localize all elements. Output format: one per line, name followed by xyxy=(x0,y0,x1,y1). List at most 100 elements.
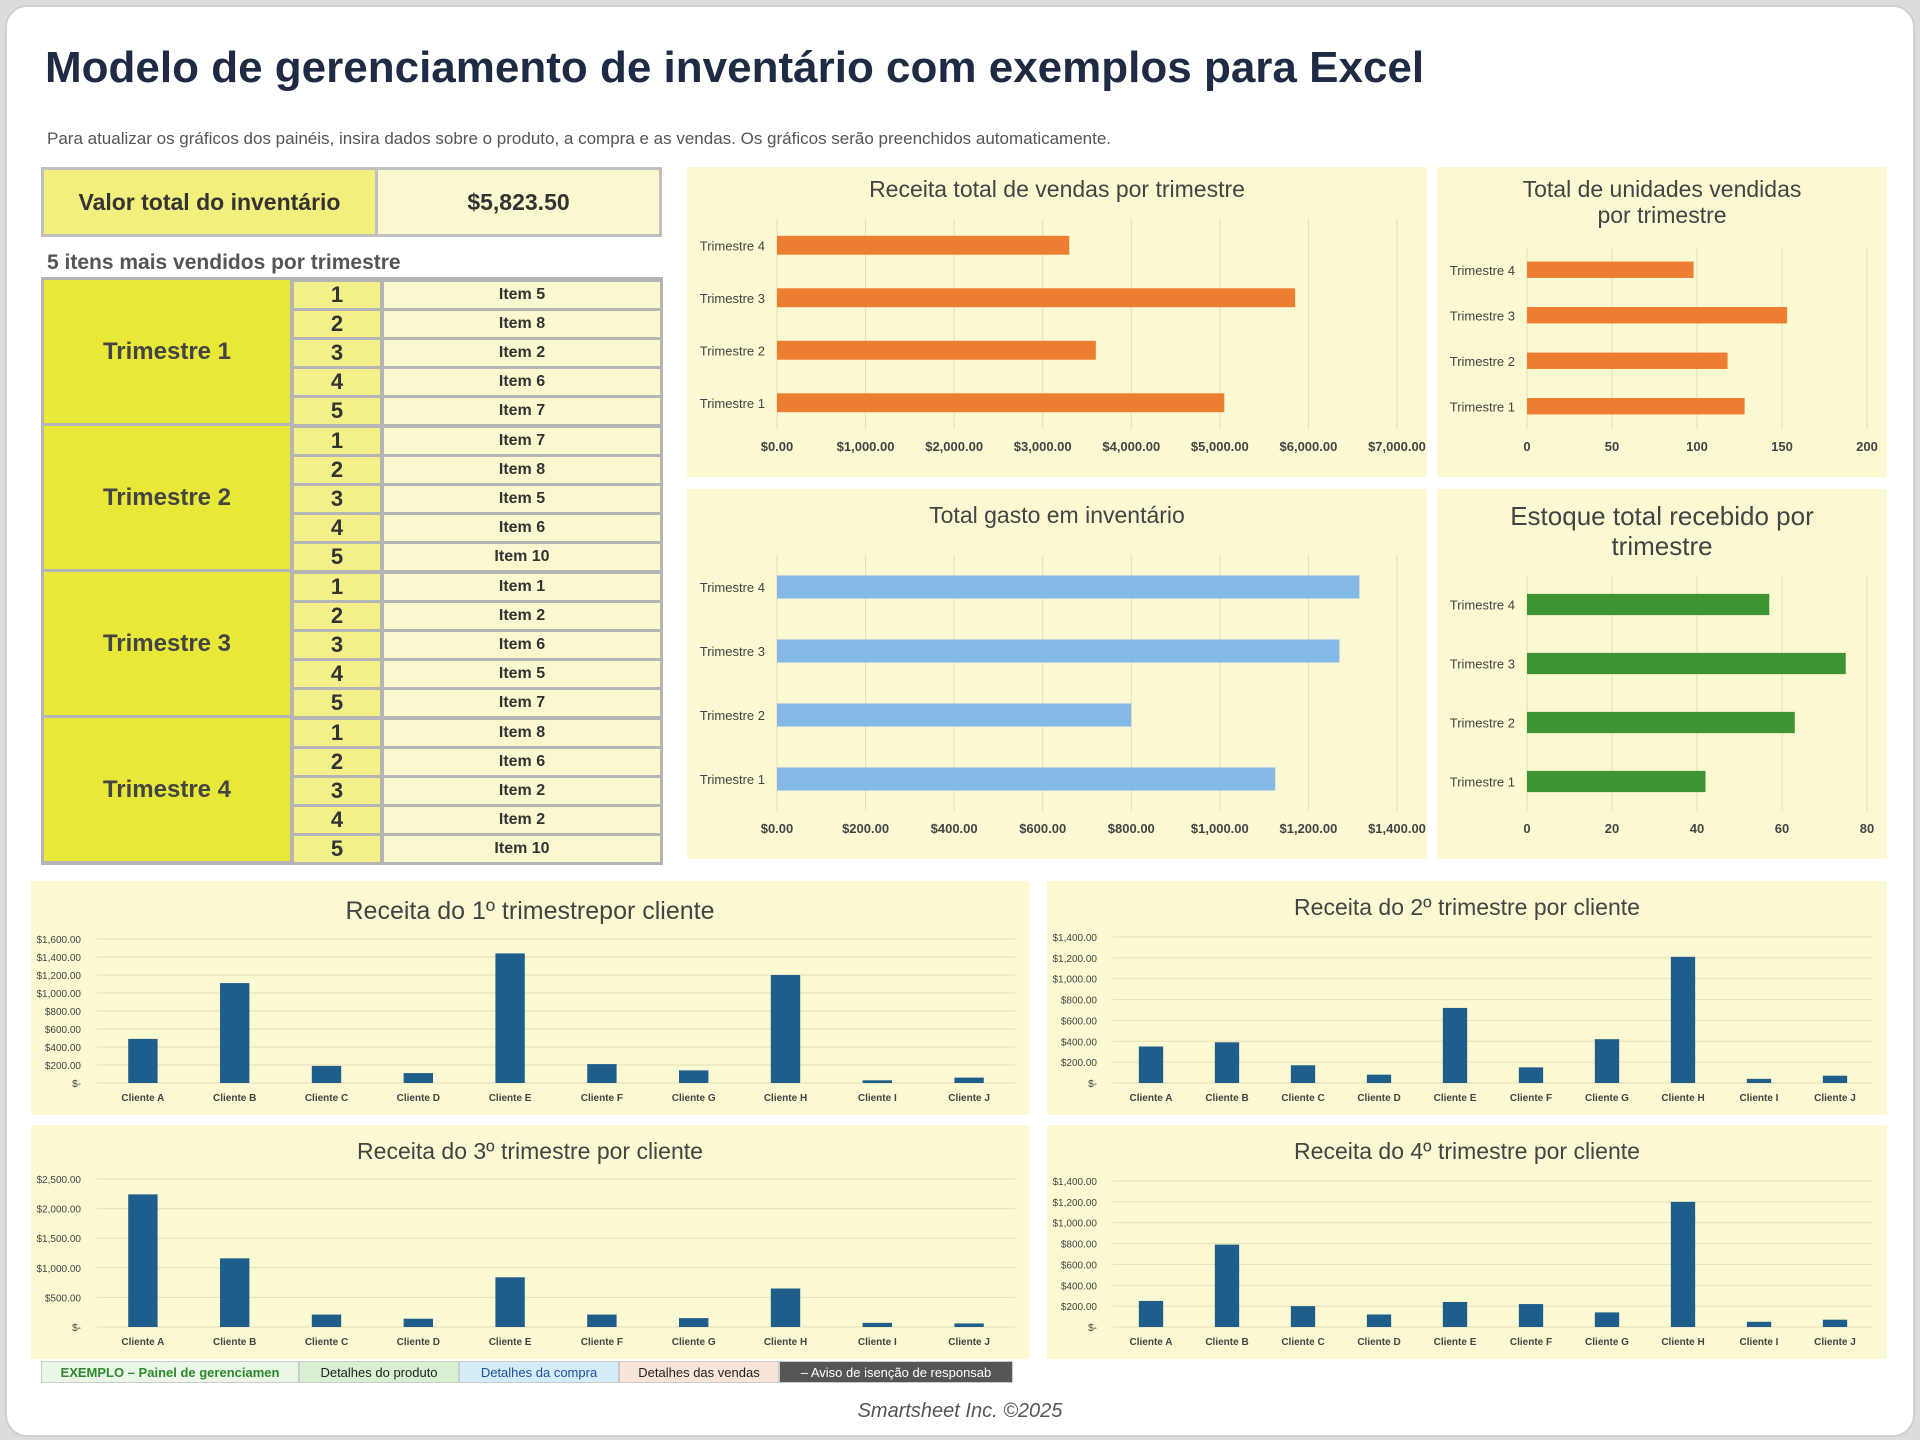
bar xyxy=(1822,1319,1848,1327)
chart-svg: Receita do 4º trimestre por cliente $- $20… xyxy=(1053,1138,1873,1348)
y-tick-label: $800.00 xyxy=(1061,1240,1098,1251)
bar xyxy=(1670,956,1696,1083)
item-cell[interactable]: Item 2 xyxy=(384,602,660,629)
category-label: Trimestre 2 xyxy=(700,343,765,358)
bar xyxy=(777,639,1340,663)
rank-cell[interactable]: 5 xyxy=(294,544,380,571)
y-tick-label: $400.00 xyxy=(1061,1281,1098,1292)
rank-cell[interactable]: 3 xyxy=(294,339,380,366)
chart-title: trimestre xyxy=(1611,531,1712,561)
chart-svg: Receita total de vendas por trimestre $0.… xyxy=(700,176,1426,454)
category-label: Cliente E xyxy=(1434,1093,1477,1104)
rank-cell[interactable]: 3 xyxy=(294,777,380,804)
item-cell[interactable]: Item 8 xyxy=(384,310,660,337)
rank-cell[interactable]: 5 xyxy=(294,690,380,717)
x-tick-label: 200 xyxy=(1856,439,1878,454)
x-tick-label: 80 xyxy=(1860,821,1874,836)
category-label: Cliente G xyxy=(1585,1093,1629,1104)
category-label: Cliente I xyxy=(1740,1337,1779,1348)
quarter-label: Trimestre 2 xyxy=(44,426,290,572)
category-label: Cliente J xyxy=(948,1337,990,1348)
rank-cell[interactable]: 3 xyxy=(294,485,380,512)
rank-cell[interactable]: 5 xyxy=(294,836,380,863)
item-cell[interactable]: Item 5 xyxy=(384,485,660,512)
sheet-tab[interactable]: – Aviso de isenção de responsab xyxy=(779,1361,1013,1383)
category-label: Trimestre 2 xyxy=(700,708,765,723)
category-label: Trimestre 3 xyxy=(700,291,765,306)
inventory-value[interactable]: $5,823.50 xyxy=(378,167,662,237)
rank-cell[interactable]: 4 xyxy=(294,661,380,688)
x-tick-label: $2,000.00 xyxy=(925,439,983,454)
y-tick-label: $1,200.00 xyxy=(1053,954,1098,965)
rank-cell[interactable]: 2 xyxy=(294,456,380,483)
item-cell[interactable]: Item 10 xyxy=(384,544,660,571)
rank-cell[interactable]: 4 xyxy=(294,515,380,542)
category-label: Trimestre 4 xyxy=(700,580,765,595)
rank-cell[interactable]: 4 xyxy=(294,369,380,396)
category-label: Trimestre 3 xyxy=(700,644,765,659)
item-cell[interactable]: Item 2 xyxy=(384,777,660,804)
item-cell[interactable]: Item 6 xyxy=(384,515,660,542)
y-tick-label: $1,000.00 xyxy=(37,1264,82,1275)
rank-cell[interactable]: 1 xyxy=(294,281,380,308)
category-label: Trimestre 2 xyxy=(1450,716,1515,731)
item-cell[interactable]: Item 1 xyxy=(384,573,660,600)
item-cell[interactable]: Item 7 xyxy=(384,690,660,717)
rank-cell[interactable]: 3 xyxy=(294,631,380,658)
item-cell[interactable]: Item 2 xyxy=(384,807,660,834)
y-tick-label: $2,500.00 xyxy=(37,1175,82,1186)
item-cell[interactable]: Item 5 xyxy=(384,661,660,688)
chart-title: Receita do 1º trimestrepor cliente xyxy=(345,897,714,925)
item-cell[interactable]: Item 7 xyxy=(384,427,660,454)
x-tick-label: $1,200.00 xyxy=(1280,821,1338,836)
item-cell[interactable]: Item 5 xyxy=(384,281,660,308)
x-tick-label: 60 xyxy=(1775,821,1789,836)
category-label: Cliente G xyxy=(1585,1337,1629,1348)
rank-cell[interactable]: 1 xyxy=(294,427,380,454)
bar xyxy=(1442,1007,1468,1083)
y-tick-label: $- xyxy=(72,1079,81,1090)
rank-cell[interactable]: 1 xyxy=(294,573,380,600)
item-cell[interactable]: Item 10 xyxy=(384,836,660,863)
rank-cell[interactable]: 2 xyxy=(294,748,380,775)
y-tick-label: $200.00 xyxy=(45,1061,82,1072)
rank-cell[interactable]: 5 xyxy=(294,398,380,425)
bar xyxy=(777,575,1360,599)
bar xyxy=(587,1314,617,1327)
bar xyxy=(1366,1074,1392,1083)
item-cell[interactable]: Item 8 xyxy=(384,456,660,483)
dashboard-sheet: Modelo de gerenciamento de inventário co… xyxy=(5,5,1915,1437)
item-cell[interactable]: Item 6 xyxy=(384,369,660,396)
bar xyxy=(128,1194,158,1327)
item-cell[interactable]: Item 6 xyxy=(384,631,660,658)
chart-estoque-recebido: Estoque total recebido por trimestre 0 20 40… xyxy=(1437,489,1887,859)
x-tick-label: $3,000.00 xyxy=(1014,439,1072,454)
rank-cell[interactable]: 1 xyxy=(294,719,380,746)
bar xyxy=(1527,770,1706,793)
rank-cell[interactable]: 2 xyxy=(294,602,380,629)
category-label: Trimestre 4 xyxy=(700,238,765,253)
sheet-tab[interactable]: EXEMPLO – Painel de gerenciamen xyxy=(41,1361,299,1383)
category-label: Trimestre 1 xyxy=(700,396,765,411)
bar xyxy=(1746,1321,1772,1327)
item-cell[interactable]: Item 2 xyxy=(384,339,660,366)
category-label: Cliente A xyxy=(1130,1093,1173,1104)
item-cell[interactable]: Item 7 xyxy=(384,398,660,425)
chart-title: Receita do 3º trimestre por cliente xyxy=(357,1138,703,1164)
category-label: Cliente I xyxy=(1740,1093,1779,1104)
item-cell[interactable]: Item 8 xyxy=(384,719,660,746)
rank-cell[interactable]: 2 xyxy=(294,310,380,337)
bar xyxy=(403,1318,433,1327)
chart-title: Receita do 2º trimestre por cliente xyxy=(1294,894,1640,920)
item-cell[interactable]: Item 6 xyxy=(384,748,660,775)
y-tick-label: $200.00 xyxy=(1061,1058,1098,1069)
instructions-text: Para atualizar os gráficos dos painéis, … xyxy=(47,129,1112,148)
category-label: Cliente A xyxy=(121,1093,164,1104)
rank-cell[interactable]: 4 xyxy=(294,807,380,834)
sheet-tab[interactable]: Detalhes das vendas xyxy=(619,1361,779,1383)
sheet-tab[interactable]: Detalhes da compra xyxy=(459,1361,619,1383)
sheet-tab[interactable]: Detalhes do produto xyxy=(299,1361,459,1383)
